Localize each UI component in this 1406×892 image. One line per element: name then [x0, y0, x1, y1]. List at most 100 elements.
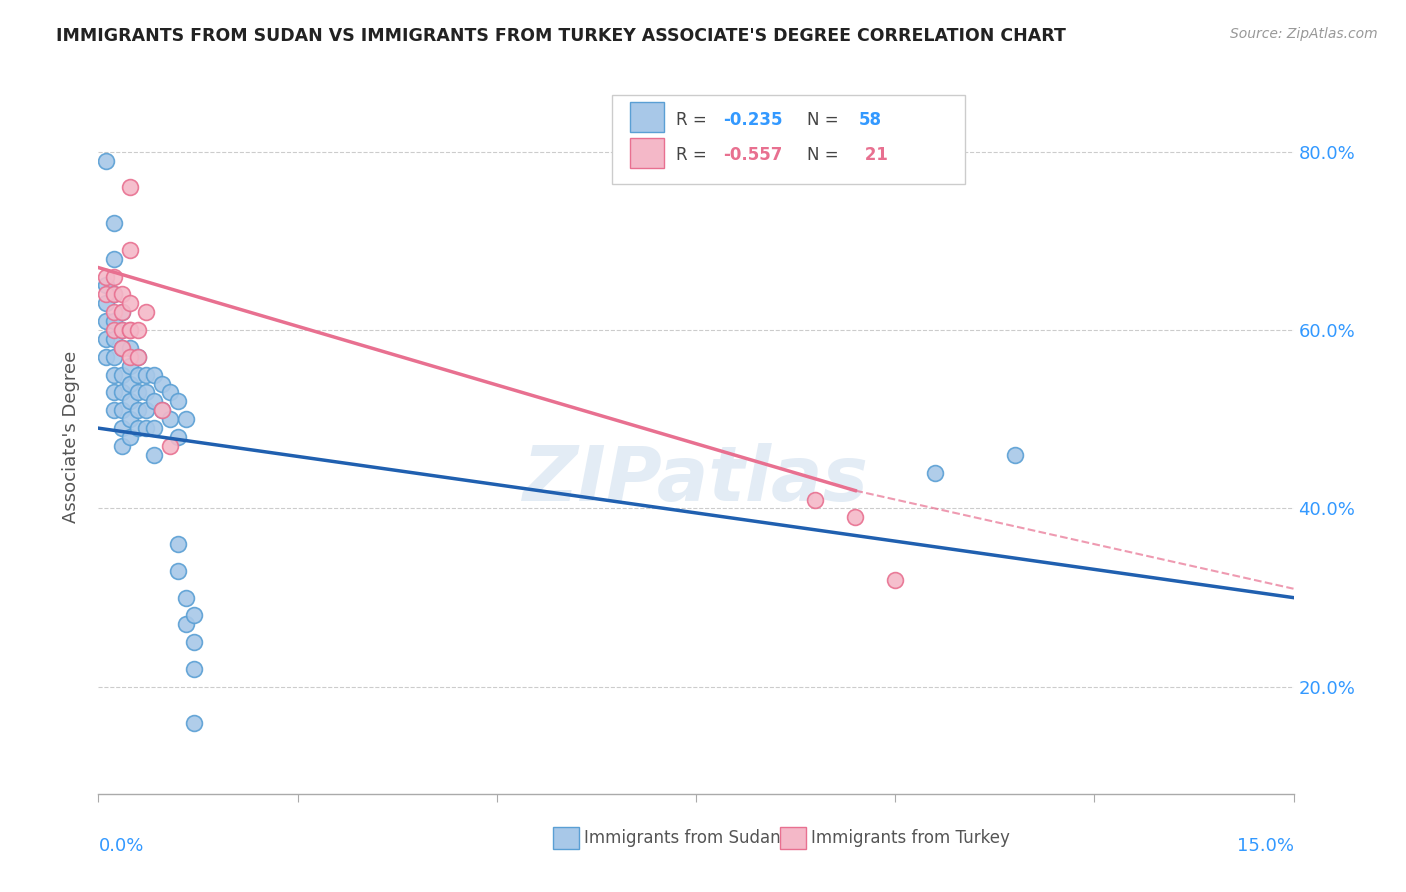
Point [135, 403, 157, 417]
Point [120, 296, 142, 310]
Point [103, 269, 125, 284]
Point [167, 394, 190, 409]
Text: N =: N = [807, 111, 844, 128]
Point [844, 510, 866, 524]
Point [96, 350, 118, 364]
Point [111, 421, 134, 435]
Point [103, 332, 125, 346]
Point [111, 287, 134, 301]
Point [96, 153, 118, 168]
Point [127, 368, 149, 382]
Point [111, 341, 134, 355]
Point [1004, 448, 1026, 462]
Point [103, 252, 125, 266]
Text: Immigrants from Sudan: Immigrants from Sudan [583, 830, 780, 847]
Text: 58: 58 [859, 111, 882, 128]
Point [120, 394, 142, 409]
FancyBboxPatch shape [613, 95, 965, 184]
Point [111, 385, 134, 400]
Point [120, 180, 142, 194]
Point [103, 305, 125, 319]
FancyBboxPatch shape [779, 828, 806, 849]
Point [167, 430, 190, 444]
FancyBboxPatch shape [630, 138, 664, 168]
Point [127, 421, 149, 435]
Text: 0.0%: 0.0% [98, 837, 143, 855]
Point [103, 323, 125, 337]
Text: -0.557: -0.557 [724, 146, 783, 164]
Point [96, 332, 118, 346]
Point [103, 385, 125, 400]
Point [96, 269, 118, 284]
Point [120, 341, 142, 355]
Text: 15.0%: 15.0% [1236, 837, 1294, 855]
Point [159, 439, 181, 453]
Point [111, 341, 134, 355]
Point [159, 385, 181, 400]
Text: N =: N = [807, 146, 844, 164]
Point [96, 287, 118, 301]
Text: R =: R = [676, 111, 711, 128]
Point [167, 537, 190, 551]
Point [111, 323, 134, 337]
FancyBboxPatch shape [553, 828, 579, 849]
Text: R =: R = [676, 146, 711, 164]
Point [96, 296, 118, 310]
Point [135, 385, 157, 400]
Point [111, 305, 134, 319]
Point [924, 466, 946, 480]
Point [103, 314, 125, 328]
Text: 21: 21 [859, 146, 887, 164]
Point [135, 368, 157, 382]
Point [120, 359, 142, 373]
FancyBboxPatch shape [630, 103, 664, 132]
Point [143, 448, 166, 462]
Point [143, 394, 166, 409]
Point [120, 412, 142, 426]
Point [167, 564, 190, 578]
Point [120, 243, 142, 257]
Point [103, 287, 125, 301]
Point [127, 385, 149, 400]
Point [150, 403, 173, 417]
Point [143, 368, 166, 382]
Point [103, 216, 125, 230]
Point [120, 376, 142, 391]
Point [174, 617, 197, 632]
Point [127, 350, 149, 364]
Text: -0.235: -0.235 [724, 111, 783, 128]
Point [96, 314, 118, 328]
Point [183, 608, 205, 623]
Point [103, 403, 125, 417]
Point [183, 715, 205, 730]
Point [127, 323, 149, 337]
Point [111, 323, 134, 337]
Point [103, 287, 125, 301]
Y-axis label: Associate's Degree: Associate's Degree [62, 351, 80, 524]
Point [120, 323, 142, 337]
Point [150, 376, 173, 391]
Point [111, 439, 134, 453]
Point [159, 412, 181, 426]
Text: Immigrants from Turkey: Immigrants from Turkey [811, 830, 1010, 847]
Point [135, 421, 157, 435]
Point [135, 305, 157, 319]
Point [120, 430, 142, 444]
Point [111, 305, 134, 319]
Point [127, 350, 149, 364]
Text: IMMIGRANTS FROM SUDAN VS IMMIGRANTS FROM TURKEY ASSOCIATE'S DEGREE CORRELATION C: IMMIGRANTS FROM SUDAN VS IMMIGRANTS FROM… [56, 27, 1066, 45]
Point [127, 403, 149, 417]
Point [120, 350, 142, 364]
Point [804, 492, 827, 507]
Point [174, 412, 197, 426]
Point [174, 591, 197, 605]
Point [103, 350, 125, 364]
Point [150, 403, 173, 417]
Point [143, 421, 166, 435]
Point [111, 403, 134, 417]
Text: Source: ZipAtlas.com: Source: ZipAtlas.com [1230, 27, 1378, 41]
Text: ZIPatlas: ZIPatlas [523, 443, 869, 516]
Point [111, 368, 134, 382]
Point [120, 323, 142, 337]
Point [96, 278, 118, 293]
